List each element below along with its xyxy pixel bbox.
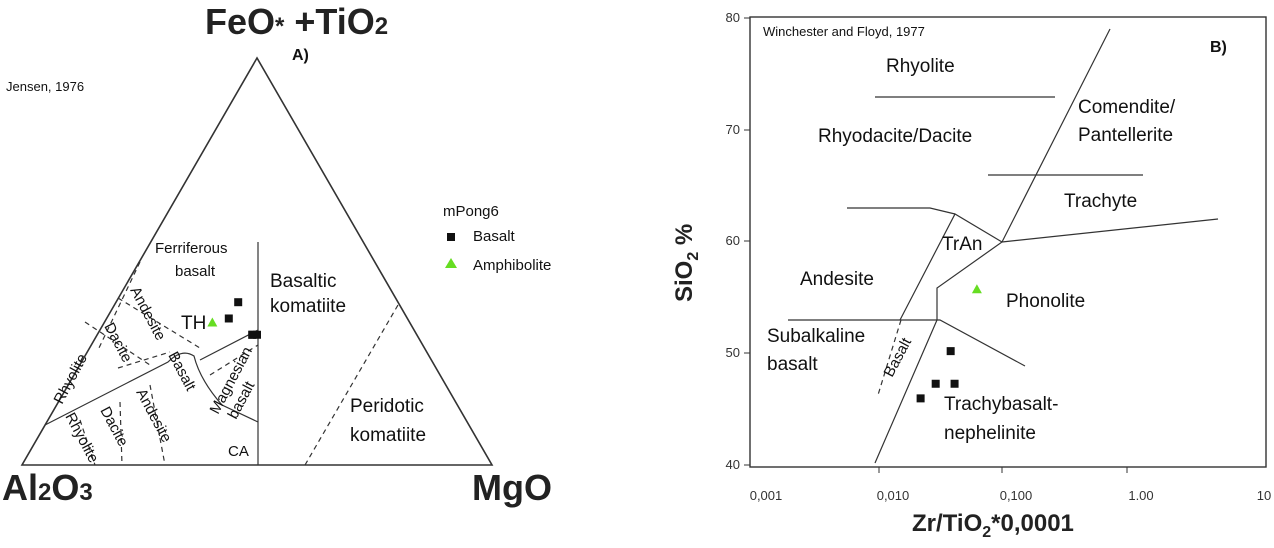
boundary-ca-2 xyxy=(119,401,123,466)
boundary-magnesian-dash xyxy=(209,344,259,376)
boundary-th-2 xyxy=(117,297,201,349)
field-ferriferous-1: Ferriferous xyxy=(155,240,228,257)
field-rhyolite-th: Rhyolite xyxy=(51,351,91,407)
field-ferriferous-2: basalt xyxy=(175,263,216,280)
x-tick-label: 10 xyxy=(1257,488,1271,503)
wf-field-andesite: Andesite xyxy=(800,269,874,290)
boundary-ca-1 xyxy=(79,419,96,466)
field-ca: CA xyxy=(228,443,249,460)
boundary-peridotic xyxy=(304,304,399,466)
boundary-wf-1 xyxy=(874,28,1111,464)
boundary-th-ca xyxy=(44,352,259,426)
ternary-point-basalt xyxy=(224,314,233,323)
boundary-wf-6 xyxy=(1001,218,1219,243)
wf-field-rhyodacite: Rhyodacite/Dacite xyxy=(818,126,972,147)
source-label-a: Jensen, 1976 xyxy=(6,79,84,94)
ternary-point-amphibolite xyxy=(207,317,218,327)
axis-ticks: 40 50 60 70 80 0,001 0,010 0,100 1.00 10 xyxy=(726,10,1272,503)
wf-field-comendite-2: Pantellerite xyxy=(1078,125,1173,146)
legend-title: mPong6 xyxy=(443,203,499,220)
winchester-points xyxy=(916,284,982,403)
field-rhyolite-ca: Rhyolite xyxy=(61,410,101,466)
panel-label-b: B) xyxy=(1210,39,1227,56)
corner-label-right: MgO xyxy=(472,467,552,508)
plot-frame xyxy=(749,16,1267,468)
field-andesite-ca: Andesite xyxy=(132,386,174,446)
field-peridotic-1: Peridotic xyxy=(350,396,424,417)
y-tick-label: 80 xyxy=(726,10,740,25)
x-tick-label: 1.00 xyxy=(1128,488,1153,503)
legend-label-amphibolite: Amphibolite xyxy=(473,257,551,274)
field-basaltic-komatiite-1: Basaltic xyxy=(270,271,337,292)
boundary-ca-3 xyxy=(149,384,166,466)
ternary-point-basalt xyxy=(234,298,243,307)
legend-marker-amphibolite xyxy=(445,258,457,268)
wf-field-basalt: Basalt xyxy=(881,334,916,380)
y-tick-label: 70 xyxy=(726,122,740,137)
boundary-th-4 xyxy=(117,351,171,369)
wf-field-rhyolite: Rhyolite xyxy=(886,56,955,77)
field-th: TH xyxy=(181,313,206,334)
ternary-point-basalt xyxy=(253,330,261,339)
y-axis-title: SiO2 % xyxy=(671,224,702,302)
panel-label-a: A) xyxy=(292,47,309,64)
source-label-b: Winchester and Floyd, 1977 xyxy=(763,24,925,39)
x-tick-label: 0,010 xyxy=(877,488,910,503)
wf-point-basalt xyxy=(916,394,925,403)
legend-marker-basalt xyxy=(447,233,455,241)
wf-field-trachyte: Trachyte xyxy=(1064,191,1137,212)
boundary-wf-2 xyxy=(899,213,1003,321)
wf-field-comendite-1: Comendite/ xyxy=(1078,97,1176,118)
wf-field-trachybasalt-1: Trachybasalt- xyxy=(944,394,1058,415)
y-tick-label: 60 xyxy=(726,233,740,248)
y-tick-label: 40 xyxy=(726,457,740,472)
ternary-panel: FeO* +TiO2 Al2O3 MgO A) Jensen, 1976 Fer… xyxy=(2,1,552,508)
wf-field-trachybasalt-2: nephelinite xyxy=(944,423,1036,444)
wf-field-phonolite: Phonolite xyxy=(1006,291,1085,312)
boundary-wf-7 xyxy=(788,319,1026,367)
x-axis-title: Zr/TiO2*0,0001 xyxy=(912,510,1074,541)
field-dacite-ca: Dacite xyxy=(96,404,131,450)
legend: mPong6 Basalt Amphibolite xyxy=(443,203,551,274)
corner-label-left: Al2O3 xyxy=(2,467,93,508)
wf-field-subalkaline-1: Subalkaline xyxy=(767,326,865,347)
field-peridotic-2: komatiite xyxy=(350,425,426,446)
boundary-wf-3 xyxy=(847,207,956,215)
x-tick-label: 0,001 xyxy=(750,488,783,503)
ternary-point-basalt xyxy=(248,330,257,339)
wf-field-subalkaline-2: basalt xyxy=(767,354,818,375)
boundary-wf-8 xyxy=(877,319,902,396)
y-tick-label: 50 xyxy=(726,345,740,360)
wf-field-tran: TrAn xyxy=(942,234,982,255)
winchester-panel: 40 50 60 70 80 0,001 0,010 0,100 1.00 10… xyxy=(671,10,1271,541)
ternary-triangle-outline xyxy=(20,56,494,466)
wf-point-basalt xyxy=(946,347,955,356)
boundary-th-1 xyxy=(97,261,141,351)
corner-label-top: FeO* +TiO2 xyxy=(205,1,388,42)
x-tick-label: 0,100 xyxy=(1000,488,1033,503)
field-basaltic-komatiite-2: komatiite xyxy=(270,296,346,317)
wf-point-basalt xyxy=(950,379,959,388)
legend-label-basalt: Basalt xyxy=(473,228,516,245)
wf-point-amphibolite xyxy=(971,284,982,294)
field-dacite-th: Dacite xyxy=(100,320,135,366)
field-andesite-th: Andesite xyxy=(126,284,168,344)
wf-point-basalt xyxy=(931,379,940,388)
ternary-points xyxy=(207,298,261,339)
boundary-th-3 xyxy=(84,321,151,366)
